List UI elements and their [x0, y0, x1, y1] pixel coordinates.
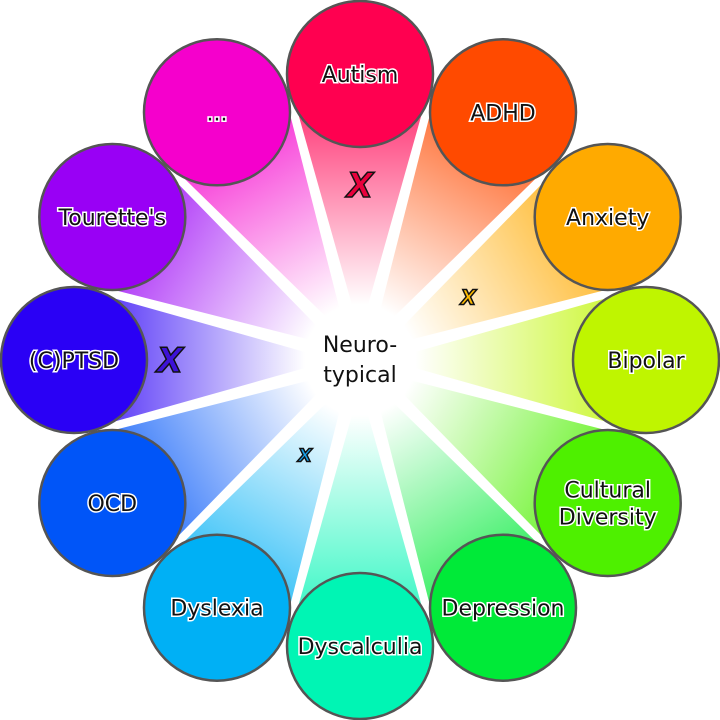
center-label: Neuro- typical: [323, 333, 397, 388]
circle-depression: Depression: [428, 533, 578, 682]
circle-shape: [142, 533, 292, 682]
condition-label: Autism: [322, 63, 399, 88]
circle-shape: [571, 285, 720, 435]
circle-dyslexia: Dyslexia: [142, 533, 292, 682]
circle-ocd: OCD: [38, 428, 187, 578]
circle-more: ...: [142, 38, 292, 187]
self-markers: X X X X: [154, 165, 478, 467]
circle-c-ptsd: (C)PTSD: [0, 285, 149, 435]
condition-label: OCD: [87, 492, 137, 517]
condition-label: Depression: [442, 597, 565, 622]
circle-shape: [285, 571, 435, 720]
center-line-2: typical: [323, 363, 396, 388]
circle-shape: [533, 428, 682, 578]
circle-shape: [428, 533, 578, 682]
condition-label: Cultural: [564, 479, 651, 504]
x-marker-c-ptsd: X: [155, 341, 185, 381]
condition-label: Bipolar: [607, 349, 685, 374]
circle-shape: [142, 38, 292, 187]
x-marker-dyslexia: X: [297, 446, 313, 467]
circle-tourette-s: Tourette's: [38, 142, 187, 292]
condition-label: Dyslexia: [170, 597, 263, 622]
condition-label: Diversity: [559, 506, 657, 531]
circle-adhd: ADHD: [428, 38, 578, 187]
circle-shape: [38, 428, 187, 578]
condition-label: ...: [207, 101, 228, 126]
condition-label: (C)PTSD: [29, 349, 119, 374]
condition-label: ADHD: [470, 101, 535, 126]
condition-label: Tourette's: [58, 206, 167, 231]
circle-shape: [428, 38, 578, 187]
circle-autism: Autism: [285, 0, 435, 149]
circle-bipolar: Bipolar: [571, 285, 720, 435]
circle-shape: [38, 142, 187, 292]
circle-shape: [533, 142, 682, 292]
circle-dyscalculia: Dyscalculia: [285, 571, 435, 720]
condition-label: Dyscalculia: [298, 635, 423, 660]
circle-shape: [285, 0, 435, 149]
center-line-1: Neuro-: [323, 333, 397, 358]
x-marker-anxiety: X: [459, 286, 478, 310]
circle-shape: [0, 285, 149, 435]
condition-label: Anxiety: [566, 206, 649, 231]
circle-anxiety: Anxiety: [533, 142, 682, 292]
x-marker-autism: X: [345, 166, 375, 206]
